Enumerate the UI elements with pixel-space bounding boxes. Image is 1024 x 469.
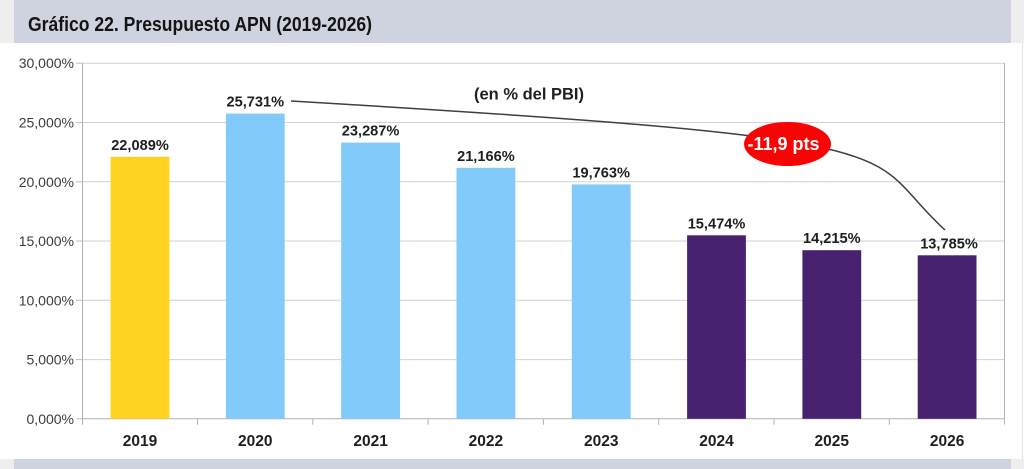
svg-text:0,000%: 0,000% bbox=[27, 411, 74, 427]
svg-text:2020: 2020 bbox=[238, 433, 272, 450]
svg-text:30,000%: 30,000% bbox=[19, 55, 74, 71]
svg-text:2023: 2023 bbox=[584, 433, 619, 450]
svg-text:5,000%: 5,000% bbox=[27, 352, 74, 368]
svg-text:10,000%: 10,000% bbox=[19, 292, 74, 308]
svg-text:(en % del PBI): (en % del PBI) bbox=[474, 86, 584, 104]
svg-text:15,474%: 15,474% bbox=[688, 216, 746, 232]
svg-text:Gráfico 22. Presupuesto APN (2: Gráfico 22. Presupuesto APN (2019-2026) bbox=[28, 14, 372, 36]
svg-text:21,166%: 21,166% bbox=[457, 149, 515, 165]
svg-text:25,000%: 25,000% bbox=[19, 115, 74, 131]
svg-text:25,731%: 25,731% bbox=[226, 95, 284, 111]
svg-text:15,000%: 15,000% bbox=[19, 233, 74, 249]
svg-text:14,215%: 14,215% bbox=[803, 231, 861, 247]
svg-text:2022: 2022 bbox=[469, 433, 503, 450]
svg-text:23,287%: 23,287% bbox=[342, 124, 400, 140]
svg-text:2021: 2021 bbox=[353, 433, 388, 450]
svg-text:-11,9 pts: -11,9 pts bbox=[747, 134, 819, 154]
svg-text:19,763%: 19,763% bbox=[572, 165, 630, 181]
svg-text:20,000%: 20,000% bbox=[19, 174, 74, 190]
svg-text:2019: 2019 bbox=[123, 433, 158, 450]
svg-text:22,089%: 22,089% bbox=[111, 138, 169, 154]
svg-text:2024: 2024 bbox=[699, 433, 734, 450]
svg-text:13,785%: 13,785% bbox=[920, 236, 978, 252]
svg-text:2025: 2025 bbox=[815, 433, 850, 450]
svg-text:2026: 2026 bbox=[930, 433, 965, 450]
